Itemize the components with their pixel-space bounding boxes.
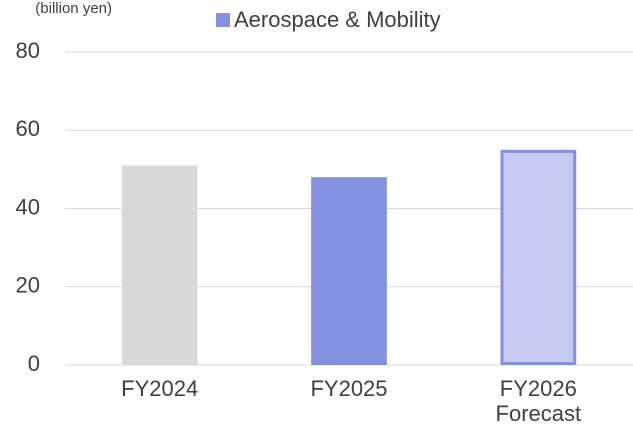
y-tick-label: 20 <box>16 273 40 298</box>
x-tick-label: FY2024 <box>121 376 199 401</box>
bar <box>121 165 198 365</box>
bar <box>500 149 577 365</box>
x-tick-label: FY2025 <box>310 376 388 401</box>
y-axis-label: (billion yen) <box>35 0 112 17</box>
y-tick-label: 40 <box>16 194 40 219</box>
x-tick-label: FY2026 Forecast <box>495 376 582 426</box>
y-tick-label: 0 <box>28 351 40 376</box>
bar <box>311 177 387 365</box>
y-tick-label: 80 <box>16 38 40 63</box>
y-tick-label: 60 <box>16 116 40 141</box>
legend-label: Aerospace & Mobility <box>234 7 441 32</box>
legend-swatch <box>216 13 230 27</box>
